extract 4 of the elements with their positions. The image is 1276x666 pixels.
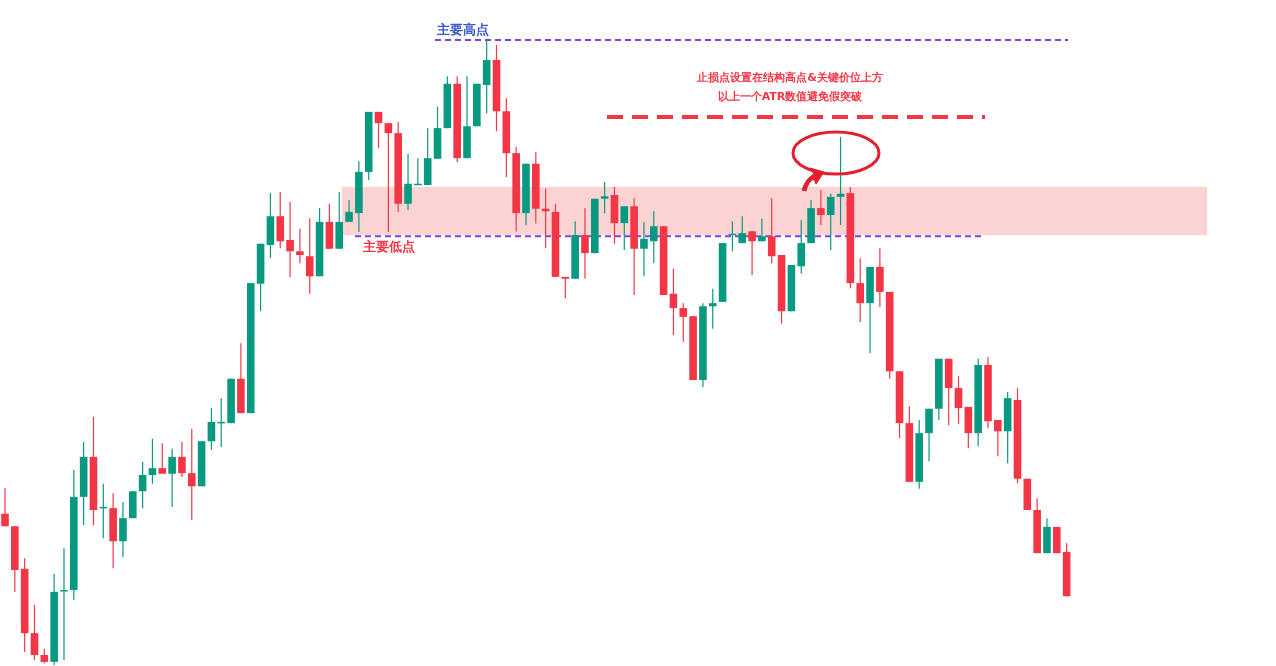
annotation: 止损点设置在结构高点&关键价位上方: [697, 71, 883, 84]
ref-line-label: 主要高点: [436, 22, 489, 37]
ref-line-label: 主要低点: [362, 239, 415, 255]
annotation: 以上一个ATR数值避免假突破: [717, 90, 863, 103]
